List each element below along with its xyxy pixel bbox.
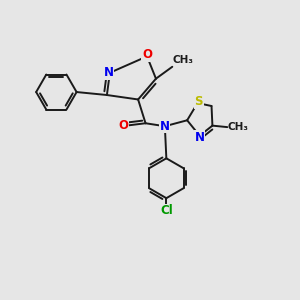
Text: CH₃: CH₃ [173,55,194,65]
Text: O: O [119,119,129,132]
Text: CH₃: CH₃ [228,122,249,132]
Text: N: N [160,120,170,133]
Text: N: N [195,131,205,144]
Text: S: S [194,95,203,108]
Text: Cl: Cl [160,204,173,217]
Text: N: N [103,66,113,79]
Text: O: O [142,48,152,62]
